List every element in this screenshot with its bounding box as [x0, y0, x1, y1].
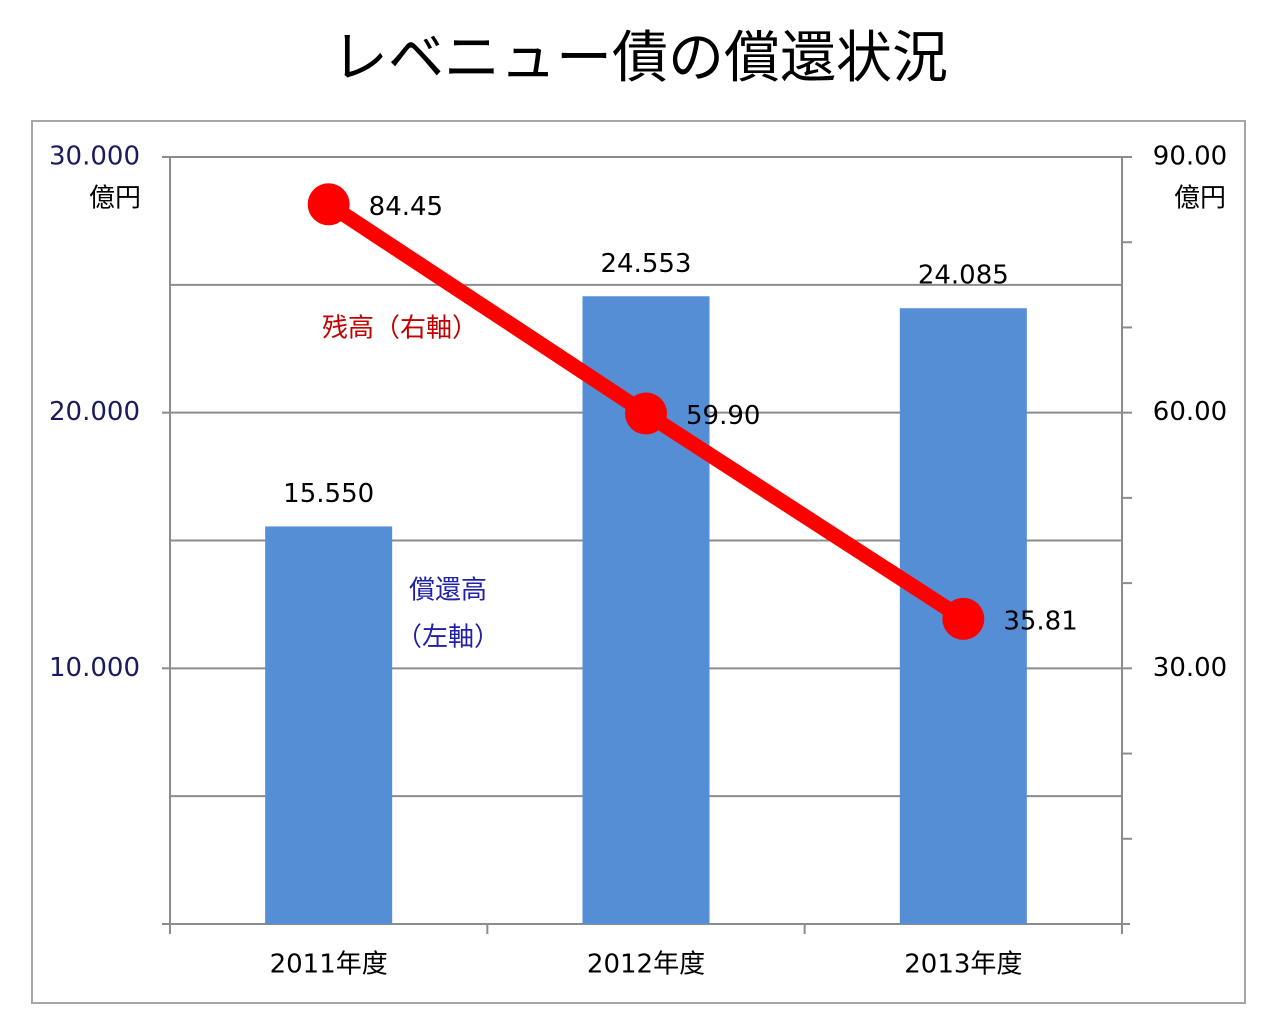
chart-frame — [31, 120, 1246, 1004]
line-value-label: 35.81 — [1003, 606, 1077, 636]
y2-tick-label: 30.00 — [1153, 653, 1227, 683]
bar-annotation: （左軸） — [396, 623, 500, 653]
line-point — [625, 392, 667, 435]
bar-value-label: 24.553 — [601, 249, 692, 279]
line-value-label: 84.45 — [369, 192, 443, 222]
bar-annotation: 償還高 — [409, 576, 487, 606]
bar-value-label: 15.550 — [283, 479, 374, 509]
bar — [265, 526, 393, 924]
y2-unit: 億円 — [1174, 184, 1226, 214]
bar-value-label: 24.085 — [918, 261, 1009, 291]
line-value-label: 59.90 — [686, 401, 760, 431]
x-tick-label: 2012年度 — [587, 950, 705, 980]
y-tick-label: 20.000 — [49, 397, 140, 427]
y-unit: 億円 — [89, 184, 141, 214]
line-annotation: 残高（右軸） — [322, 314, 478, 344]
y2-tick-label: 90.00 — [1153, 142, 1227, 172]
y-tick-label: 30.000 — [49, 142, 140, 172]
x-tick-label: 2013年度 — [904, 950, 1022, 980]
y2-tick-label: 60.00 — [1153, 397, 1227, 427]
x-tick-label: 2011年度 — [270, 950, 388, 980]
line-point — [942, 597, 985, 640]
y-tick-label: 10.000 — [49, 653, 140, 683]
chart-title: レベニュー債の償還状況 — [332, 26, 948, 91]
line-point — [307, 183, 350, 226]
